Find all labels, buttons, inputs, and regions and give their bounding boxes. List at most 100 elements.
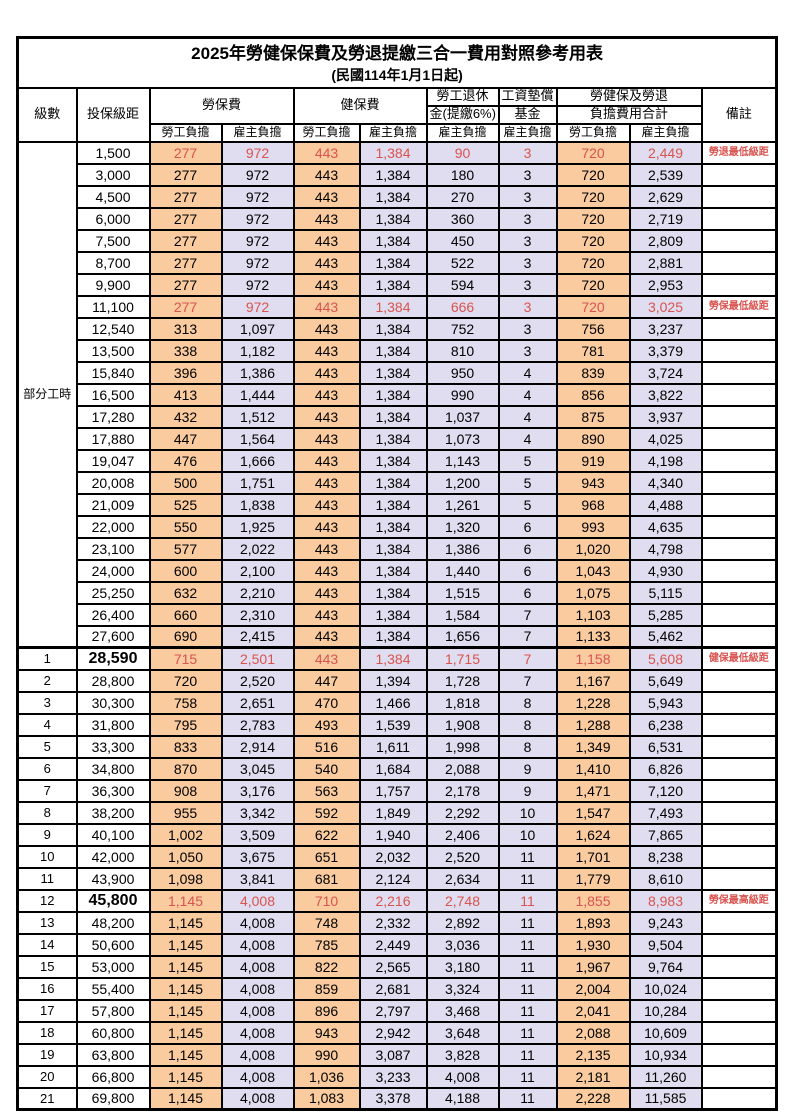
- cell-wage-fund-employer: 11: [497, 888, 558, 913]
- cell-wage-fund-employer: 6: [497, 514, 558, 539]
- cell-health-employee: 443: [292, 580, 361, 605]
- cell-wage-fund-employer: 11: [497, 998, 558, 1023]
- cell-labor-employee: 632: [148, 580, 223, 605]
- cell-bracket: 8,700: [75, 250, 151, 275]
- cell-total-employer: 5,943: [628, 690, 703, 715]
- cell-total-employer: 5,115: [628, 580, 703, 605]
- cell-total-employee: 2,004: [555, 976, 631, 1001]
- cell-total-employee: 1,075: [555, 580, 631, 605]
- cell-level: 5: [16, 734, 78, 759]
- cell-labor-employer: 4,008: [220, 1042, 295, 1067]
- cell-health-employer: 3,378: [358, 1086, 428, 1111]
- cell-wage-fund-employer: 3: [497, 272, 558, 297]
- cell-health-employee: 443: [292, 382, 361, 407]
- cell-health-employee: 443: [292, 536, 361, 561]
- cell-labor-employer: 2,501: [220, 646, 295, 671]
- cell-health-employer: 1,384: [358, 294, 428, 319]
- header-total-line2: 負擔費用合計: [555, 104, 703, 125]
- cell-labor-employer: 972: [220, 228, 295, 253]
- subheader-wage-fund-employer: 雇主負擔: [497, 122, 558, 143]
- cell-bracket: 28,800: [75, 668, 151, 693]
- table-body: 部分工時 1,500 277 972 443 1,384 90 3 720 2,449 勞退最低級距…: [16, 140, 778, 1111]
- cell-wage-fund-employer: 11: [497, 1064, 558, 1089]
- cell-labor-employer: 1,097: [220, 316, 295, 341]
- part-time-label: 部分工時: [16, 140, 78, 649]
- cell-bracket: 69,800: [75, 1086, 151, 1111]
- cell-bracket: 19,047: [75, 448, 151, 473]
- cell-health-employee: 540: [292, 756, 361, 781]
- cell-total-employee: 720: [555, 162, 631, 187]
- cell-pension-employer: 2,178: [425, 778, 500, 803]
- cell-pension-employer: 1,998: [425, 734, 500, 759]
- cell-total-employee: 2,041: [555, 998, 631, 1023]
- cell-total-employee: 1,020: [555, 536, 631, 561]
- cell-total-employee: 2,228: [555, 1086, 631, 1111]
- cell-bracket: 1,500: [75, 140, 151, 165]
- cell-health-employer: 2,216: [358, 888, 428, 913]
- cell-pension-employer: 1,386: [425, 536, 500, 561]
- cell-bracket: 4,500: [75, 184, 151, 209]
- cell-wage-fund-employer: 10: [497, 800, 558, 825]
- cell-remark: [700, 1042, 778, 1067]
- cell-level: 9: [16, 822, 78, 847]
- cell-total-employer: 4,635: [628, 514, 703, 539]
- table-row: 23,100 577 2,022 443 1,384 1,386 6 1,020 4,798: [18, 536, 778, 561]
- cell-labor-employee: 1,145: [148, 1020, 223, 1045]
- cell-labor-employer: 972: [220, 294, 295, 319]
- cell-total-employee: 943: [555, 470, 631, 495]
- cell-total-employee: 1,158: [555, 646, 631, 671]
- cell-total-employer: 4,930: [628, 558, 703, 583]
- cell-labor-employee: 955: [148, 800, 223, 825]
- cell-health-employer: 1,384: [358, 558, 428, 583]
- header-pension-line2: 金(提繳6%): [425, 104, 500, 125]
- cell-labor-employee: 1,145: [148, 888, 223, 913]
- cell-health-employee: 943: [292, 1020, 361, 1045]
- table-row: 7 36,300 908 3,176 563 1,757 2,178 9 1,471 7,120: [16, 778, 778, 803]
- cell-bracket: 55,400: [75, 976, 151, 1001]
- cell-health-employee: 443: [292, 602, 361, 627]
- cell-remark: [700, 514, 778, 539]
- cell-pension-employer: 1,818: [425, 690, 500, 715]
- cell-labor-employee: 277: [148, 206, 223, 231]
- cell-labor-employee: 1,145: [148, 932, 223, 957]
- cell-labor-employer: 1,512: [220, 404, 295, 429]
- subheader-pension-employer: 雇主負擔: [425, 122, 500, 143]
- cell-total-employer: 3,822: [628, 382, 703, 407]
- cell-labor-employer: 1,444: [220, 382, 295, 407]
- cell-health-employee: 748: [292, 910, 361, 935]
- subheader-labor-employer: 雇主負擔: [220, 122, 295, 143]
- cell-wage-fund-employer: 11: [497, 1020, 558, 1045]
- cell-labor-employee: 277: [148, 272, 223, 297]
- cell-health-employee: 443: [292, 162, 361, 187]
- cell-labor-employee: 277: [148, 250, 223, 275]
- cell-health-employer: 1,466: [358, 690, 428, 715]
- cell-total-employee: 720: [555, 272, 631, 297]
- cell-bracket: 43,900: [75, 866, 151, 891]
- cell-wage-fund-employer: 3: [497, 294, 558, 319]
- cell-wage-fund-employer: 11: [497, 910, 558, 935]
- cell-labor-employee: 908: [148, 778, 223, 803]
- cell-wage-fund-employer: 11: [497, 1086, 558, 1111]
- cell-health-employee: 1,083: [292, 1086, 361, 1111]
- cell-total-employee: 919: [555, 448, 631, 473]
- cell-bracket: 24,000: [75, 558, 151, 583]
- header-wage-fund-line1: 工資墊償: [497, 86, 558, 107]
- cell-total-employee: 1,779: [555, 866, 631, 891]
- cell-health-employee: 443: [292, 646, 361, 671]
- table-row: 15 53,000 1,145 4,008 822 2,565 3,180 11 1,967 9,…: [16, 954, 778, 979]
- cell-labor-employer: 2,210: [220, 580, 295, 605]
- cell-labor-employee: 1,145: [148, 976, 223, 1001]
- cell-wage-fund-employer: 6: [497, 580, 558, 605]
- cell-wage-fund-employer: 4: [497, 382, 558, 407]
- cell-level: 15: [16, 954, 78, 979]
- cell-health-employer: 2,124: [358, 866, 428, 891]
- cell-health-employer: 2,681: [358, 976, 428, 1001]
- cell-level: 20: [16, 1064, 78, 1089]
- cell-wage-fund-employer: 3: [497, 206, 558, 231]
- cell-remark: [700, 866, 778, 891]
- cell-health-employee: 563: [292, 778, 361, 803]
- cell-total-employee: 875: [555, 404, 631, 429]
- cell-bracket: 16,500: [75, 382, 151, 407]
- cell-health-employee: 822: [292, 954, 361, 979]
- cell-bracket: 57,800: [75, 998, 151, 1023]
